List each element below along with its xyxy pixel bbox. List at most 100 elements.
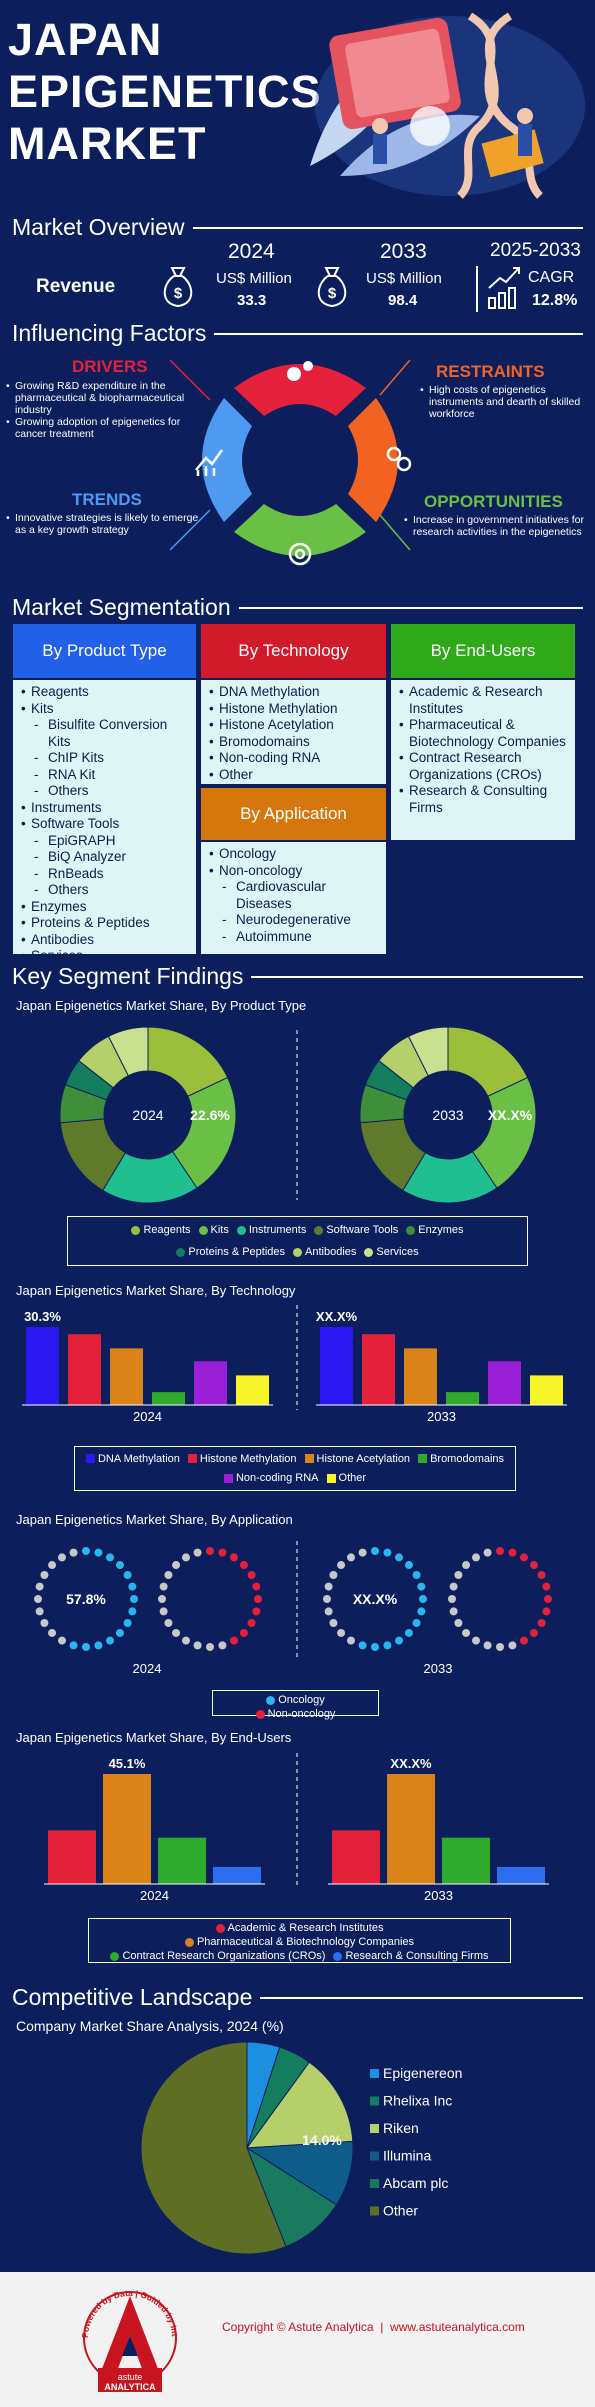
driver-item: Growing adoption of epigenetics for canc… <box>6 416 196 440</box>
ring-dot <box>462 1628 471 1637</box>
revenue-label: Revenue <box>36 276 116 297</box>
data-label: XX.X% <box>353 1591 398 1607</box>
pie-slice <box>407 1026 449 1077</box>
ring-dot <box>247 1619 256 1627</box>
ring-dot <box>40 1619 49 1627</box>
bar <box>48 1830 96 1884</box>
bar <box>110 1348 143 1405</box>
ring-dot <box>449 1607 458 1616</box>
section-key-segment-findings: Key Segment Findings <box>12 963 583 990</box>
divider <box>476 266 478 312</box>
ring-dot <box>247 1571 256 1579</box>
ring-dot <box>164 1619 173 1627</box>
seg-item: Software Tools <box>21 816 188 833</box>
section-influencing-factors: Influencing Factors <box>12 320 583 347</box>
legend-label: Abcam plc <box>383 2175 448 2191</box>
year-label: 2033 <box>427 1409 456 1424</box>
seg-list-enduser: Academic & Research InstitutesPharmaceut… <box>391 680 575 840</box>
legend-application: Oncology Non-oncology <box>212 1690 379 1720</box>
restraints-segment <box>348 398 398 522</box>
year-range: 2025-2033 <box>490 240 581 261</box>
year-2033: 2033 <box>380 240 427 263</box>
legend-item: Pharmaceutical & Biotechnology Companies <box>184 1936 414 1948</box>
pie-slice <box>107 1026 149 1077</box>
ring-dot <box>115 1561 124 1570</box>
data-label: 30.3% <box>24 1309 61 1324</box>
seg-list-product: ReagentsKitsBisulfite Conversion KitsChI… <box>13 680 196 963</box>
bar <box>488 1361 521 1405</box>
growth-chart-icon <box>488 267 520 309</box>
ring-dot <box>172 1628 181 1637</box>
year-label: 2024 <box>140 1888 169 1903</box>
restraint-item: High costs of epigenetics instruments an… <box>420 384 585 420</box>
ring-dot <box>404 1561 413 1570</box>
ring-dot <box>323 1595 331 1603</box>
legend-label: Rhelixa Inc <box>383 2093 452 2109</box>
ring-dot <box>496 1547 504 1555</box>
ring-dot <box>449 1582 458 1591</box>
bar <box>236 1375 269 1405</box>
bar <box>213 1866 261 1884</box>
chart-title-company: Company Market Share Analysis, 2024 (%) <box>16 2018 284 2034</box>
legend-label: Illumina <box>383 2148 431 2164</box>
ring-dot <box>254 1595 262 1603</box>
bar <box>387 1774 435 1884</box>
ring-dot <box>412 1619 421 1627</box>
ring-dot <box>337 1628 346 1637</box>
astute-logo: astute ANALYTICA Powered by Data | Guide… <box>70 2278 180 2392</box>
ring-dot <box>520 1636 528 1645</box>
ring-dot <box>164 1571 173 1579</box>
ring-dot <box>542 1607 551 1616</box>
year-label: 2024 <box>133 1409 162 1424</box>
legend-item: Other <box>326 1472 366 1484</box>
opportunities-list: Increase in government initiatives for r… <box>404 514 584 538</box>
chart-title-enduser: Japan Epigenetics Market Share, By End-U… <box>16 1730 292 1745</box>
trend-item: Innovative strategies is likely to emerg… <box>6 512 206 536</box>
ring-dot <box>472 1636 480 1645</box>
bar <box>404 1348 437 1405</box>
data-label: XX.X% <box>316 1309 358 1324</box>
seg-item: ChIP Kits <box>21 750 188 767</box>
bar <box>446 1392 479 1405</box>
legend-item: Kits <box>198 1224 229 1236</box>
ring-dot <box>69 1641 78 1650</box>
seg-item: DNA Methylation <box>209 684 378 701</box>
seg-head-technology: By Technology <box>201 624 386 678</box>
gears-icon <box>287 361 313 381</box>
seg-item: Histone Acetylation <box>209 717 378 734</box>
ring-dot <box>128 1582 137 1591</box>
ring-dot <box>172 1561 181 1570</box>
ring-dot <box>337 1561 346 1570</box>
ring-dot <box>82 1547 90 1555</box>
ring-dot <box>347 1636 355 1645</box>
legend-item: Contract Research Organizations (CROs) <box>110 1950 325 1962</box>
ring-dot <box>383 1641 392 1650</box>
seg-item: Antibodies <box>21 932 188 949</box>
pie-slice <box>245 2061 354 2149</box>
ring-dot <box>123 1619 132 1627</box>
legend-label: Epigenereon <box>383 2065 462 2081</box>
trends-list: Innovative strategies is likely to emerg… <box>6 512 206 536</box>
seg-item: Neurodegenerative <box>209 912 378 929</box>
ring-dot <box>35 1607 44 1616</box>
ring-dot <box>106 1636 114 1645</box>
data-label: 14.0% <box>302 2132 342 2148</box>
seg-item: Cardiovascular Diseases <box>209 879 378 912</box>
ring-dot <box>159 1582 168 1591</box>
data-label: 22.6% <box>190 1107 230 1123</box>
ring-dot <box>358 1641 367 1650</box>
legend-enduser: Academic & Research Institutes Pharmaceut… <box>88 1918 511 1963</box>
seg-item: Contract Research Organizations (CROs) <box>399 750 567 783</box>
legend-item: Antibodies <box>293 1246 356 1258</box>
legend-swatch <box>370 2151 379 2161</box>
restraints-list: High costs of epigenetics instruments an… <box>420 384 585 420</box>
product-type-donuts: 2024 22.6% 2033 XX.X% <box>59 1026 537 1204</box>
bar <box>320 1327 353 1405</box>
legend-item: DNA Methylation <box>85 1453 180 1465</box>
legend-technology: DNA Methylation Histone Methylation Histon… <box>74 1446 516 1491</box>
revenue-2024-unit: US$ Million <box>216 270 292 287</box>
seg-item: Research & Consulting Firms <box>399 783 567 816</box>
ring-dot <box>542 1582 551 1591</box>
legend-item: Bromodomains <box>418 1453 504 1465</box>
